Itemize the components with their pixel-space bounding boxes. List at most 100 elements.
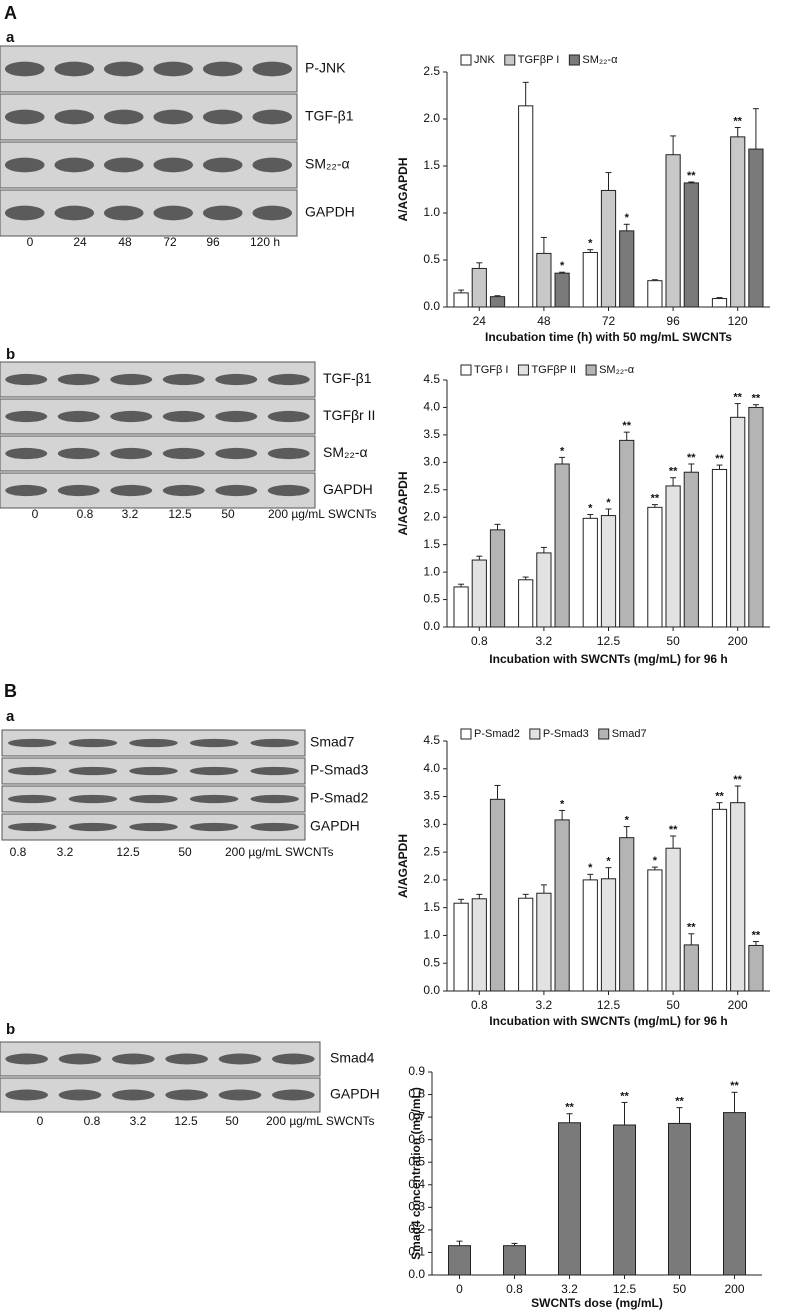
bar bbox=[518, 897, 534, 992]
x-tick-label: 200 bbox=[728, 634, 748, 648]
blot-band bbox=[4, 205, 45, 221]
blot-band bbox=[8, 738, 57, 748]
blot-band bbox=[162, 447, 205, 460]
blot-strip bbox=[0, 45, 298, 93]
bar bbox=[518, 105, 534, 308]
significance: ** bbox=[687, 922, 696, 934]
blot-band bbox=[267, 373, 310, 386]
y-tick-label: 0.0 bbox=[423, 983, 440, 997]
lane-label: 50 bbox=[221, 507, 235, 521]
y-tick-label: 2.0 bbox=[423, 509, 440, 523]
significance: ** bbox=[687, 170, 696, 182]
y-tick-label: 0.0 bbox=[408, 1267, 425, 1281]
y-tick-label: 2.5 bbox=[423, 844, 440, 858]
bar bbox=[582, 517, 598, 628]
blot-band bbox=[189, 738, 239, 748]
significance: * bbox=[625, 814, 630, 826]
blot-band bbox=[54, 205, 95, 221]
legend-label: P-Smad3 bbox=[543, 728, 589, 740]
blot-band bbox=[129, 794, 178, 804]
x-tick-label: 48 bbox=[537, 314, 551, 328]
bar bbox=[503, 1245, 526, 1276]
bar bbox=[489, 529, 506, 628]
bar bbox=[748, 148, 764, 308]
significance: ** bbox=[733, 115, 742, 127]
blot-strip bbox=[0, 398, 316, 435]
blot-band bbox=[267, 447, 310, 460]
y-tick-label: 0.5 bbox=[423, 252, 440, 266]
blot-band bbox=[110, 447, 153, 460]
bar bbox=[471, 559, 487, 628]
panel-label: b bbox=[6, 1021, 15, 1038]
bar bbox=[471, 267, 487, 308]
blot-strip bbox=[0, 1077, 321, 1113]
protein-label: GAPDH bbox=[323, 481, 373, 497]
bar bbox=[683, 944, 699, 992]
legend-label: SM₂₂-α bbox=[582, 54, 618, 66]
protein-label: SM₂₂-α bbox=[323, 444, 368, 460]
bar bbox=[536, 252, 552, 308]
blot-band bbox=[129, 738, 178, 748]
bar bbox=[711, 468, 728, 628]
blot-band bbox=[103, 205, 144, 221]
x-tick-label: 96 bbox=[666, 314, 680, 328]
significance: ** bbox=[752, 393, 761, 405]
bar bbox=[665, 154, 681, 308]
blot-band bbox=[110, 373, 153, 386]
blot-band bbox=[189, 794, 239, 804]
x-tick-label: 12.5 bbox=[613, 1282, 637, 1296]
x-tick-label: 50 bbox=[666, 998, 680, 1012]
blot-band bbox=[153, 61, 194, 77]
lane-label: 3.2 bbox=[122, 507, 139, 521]
blot-band bbox=[252, 157, 293, 173]
y-tick-label: 0.5 bbox=[423, 955, 440, 969]
x-tick-label: 12.5 bbox=[597, 634, 621, 648]
panel-label: a bbox=[6, 29, 15, 46]
blot-band bbox=[5, 447, 48, 460]
bar bbox=[683, 471, 699, 628]
bar bbox=[619, 230, 635, 308]
lane-label: 200 µg/mL SWCNTs bbox=[266, 1114, 375, 1128]
bar bbox=[613, 1124, 636, 1276]
x-tick-label: 0 bbox=[456, 1282, 463, 1296]
y-axis-label: A/AGAPDH bbox=[396, 834, 410, 898]
y-tick-label: 1.0 bbox=[423, 928, 440, 942]
panel-label: b bbox=[6, 346, 15, 363]
lane-label: 0 bbox=[27, 235, 34, 249]
bar bbox=[453, 292, 469, 308]
bar bbox=[647, 506, 663, 628]
blot-band bbox=[162, 373, 205, 386]
y-tick-label: 0.7 bbox=[408, 1109, 425, 1123]
y-tick-label: 1.5 bbox=[423, 537, 440, 551]
blot-band bbox=[250, 738, 299, 748]
y-tick-label: 4.0 bbox=[423, 400, 440, 414]
y-tick-label: 1.0 bbox=[423, 205, 440, 219]
blot-band bbox=[103, 61, 144, 77]
protein-label: Smad4 bbox=[330, 1050, 375, 1066]
bar bbox=[730, 416, 746, 628]
x-tick-label: 50 bbox=[666, 634, 680, 648]
protein-label: GAPDH bbox=[310, 818, 360, 834]
significance: ** bbox=[669, 824, 678, 836]
lane-label: 72 bbox=[163, 235, 177, 249]
blot-band bbox=[58, 1053, 102, 1065]
lane-label: 0.8 bbox=[77, 507, 94, 521]
y-axis-label: A/AGAPDH bbox=[396, 157, 410, 221]
blot-band bbox=[153, 205, 194, 221]
significance: ** bbox=[733, 774, 742, 786]
bar bbox=[582, 879, 598, 992]
blot-band bbox=[8, 822, 57, 832]
significance: * bbox=[560, 445, 565, 457]
blot-band bbox=[272, 1089, 315, 1101]
significance: * bbox=[653, 855, 658, 867]
legend-swatch bbox=[598, 728, 610, 740]
y-tick-label: 0.1 bbox=[408, 1245, 425, 1259]
significance: ** bbox=[651, 493, 660, 505]
x-tick-label: 50 bbox=[673, 1282, 687, 1296]
x-tick-label: 200 bbox=[728, 998, 748, 1012]
protein-label: P-Smad3 bbox=[310, 762, 369, 778]
y-tick-label: 1.5 bbox=[423, 900, 440, 914]
legend-swatch bbox=[529, 728, 541, 740]
blot-band bbox=[68, 822, 118, 832]
protein-label: TGF-β1 bbox=[305, 108, 354, 124]
